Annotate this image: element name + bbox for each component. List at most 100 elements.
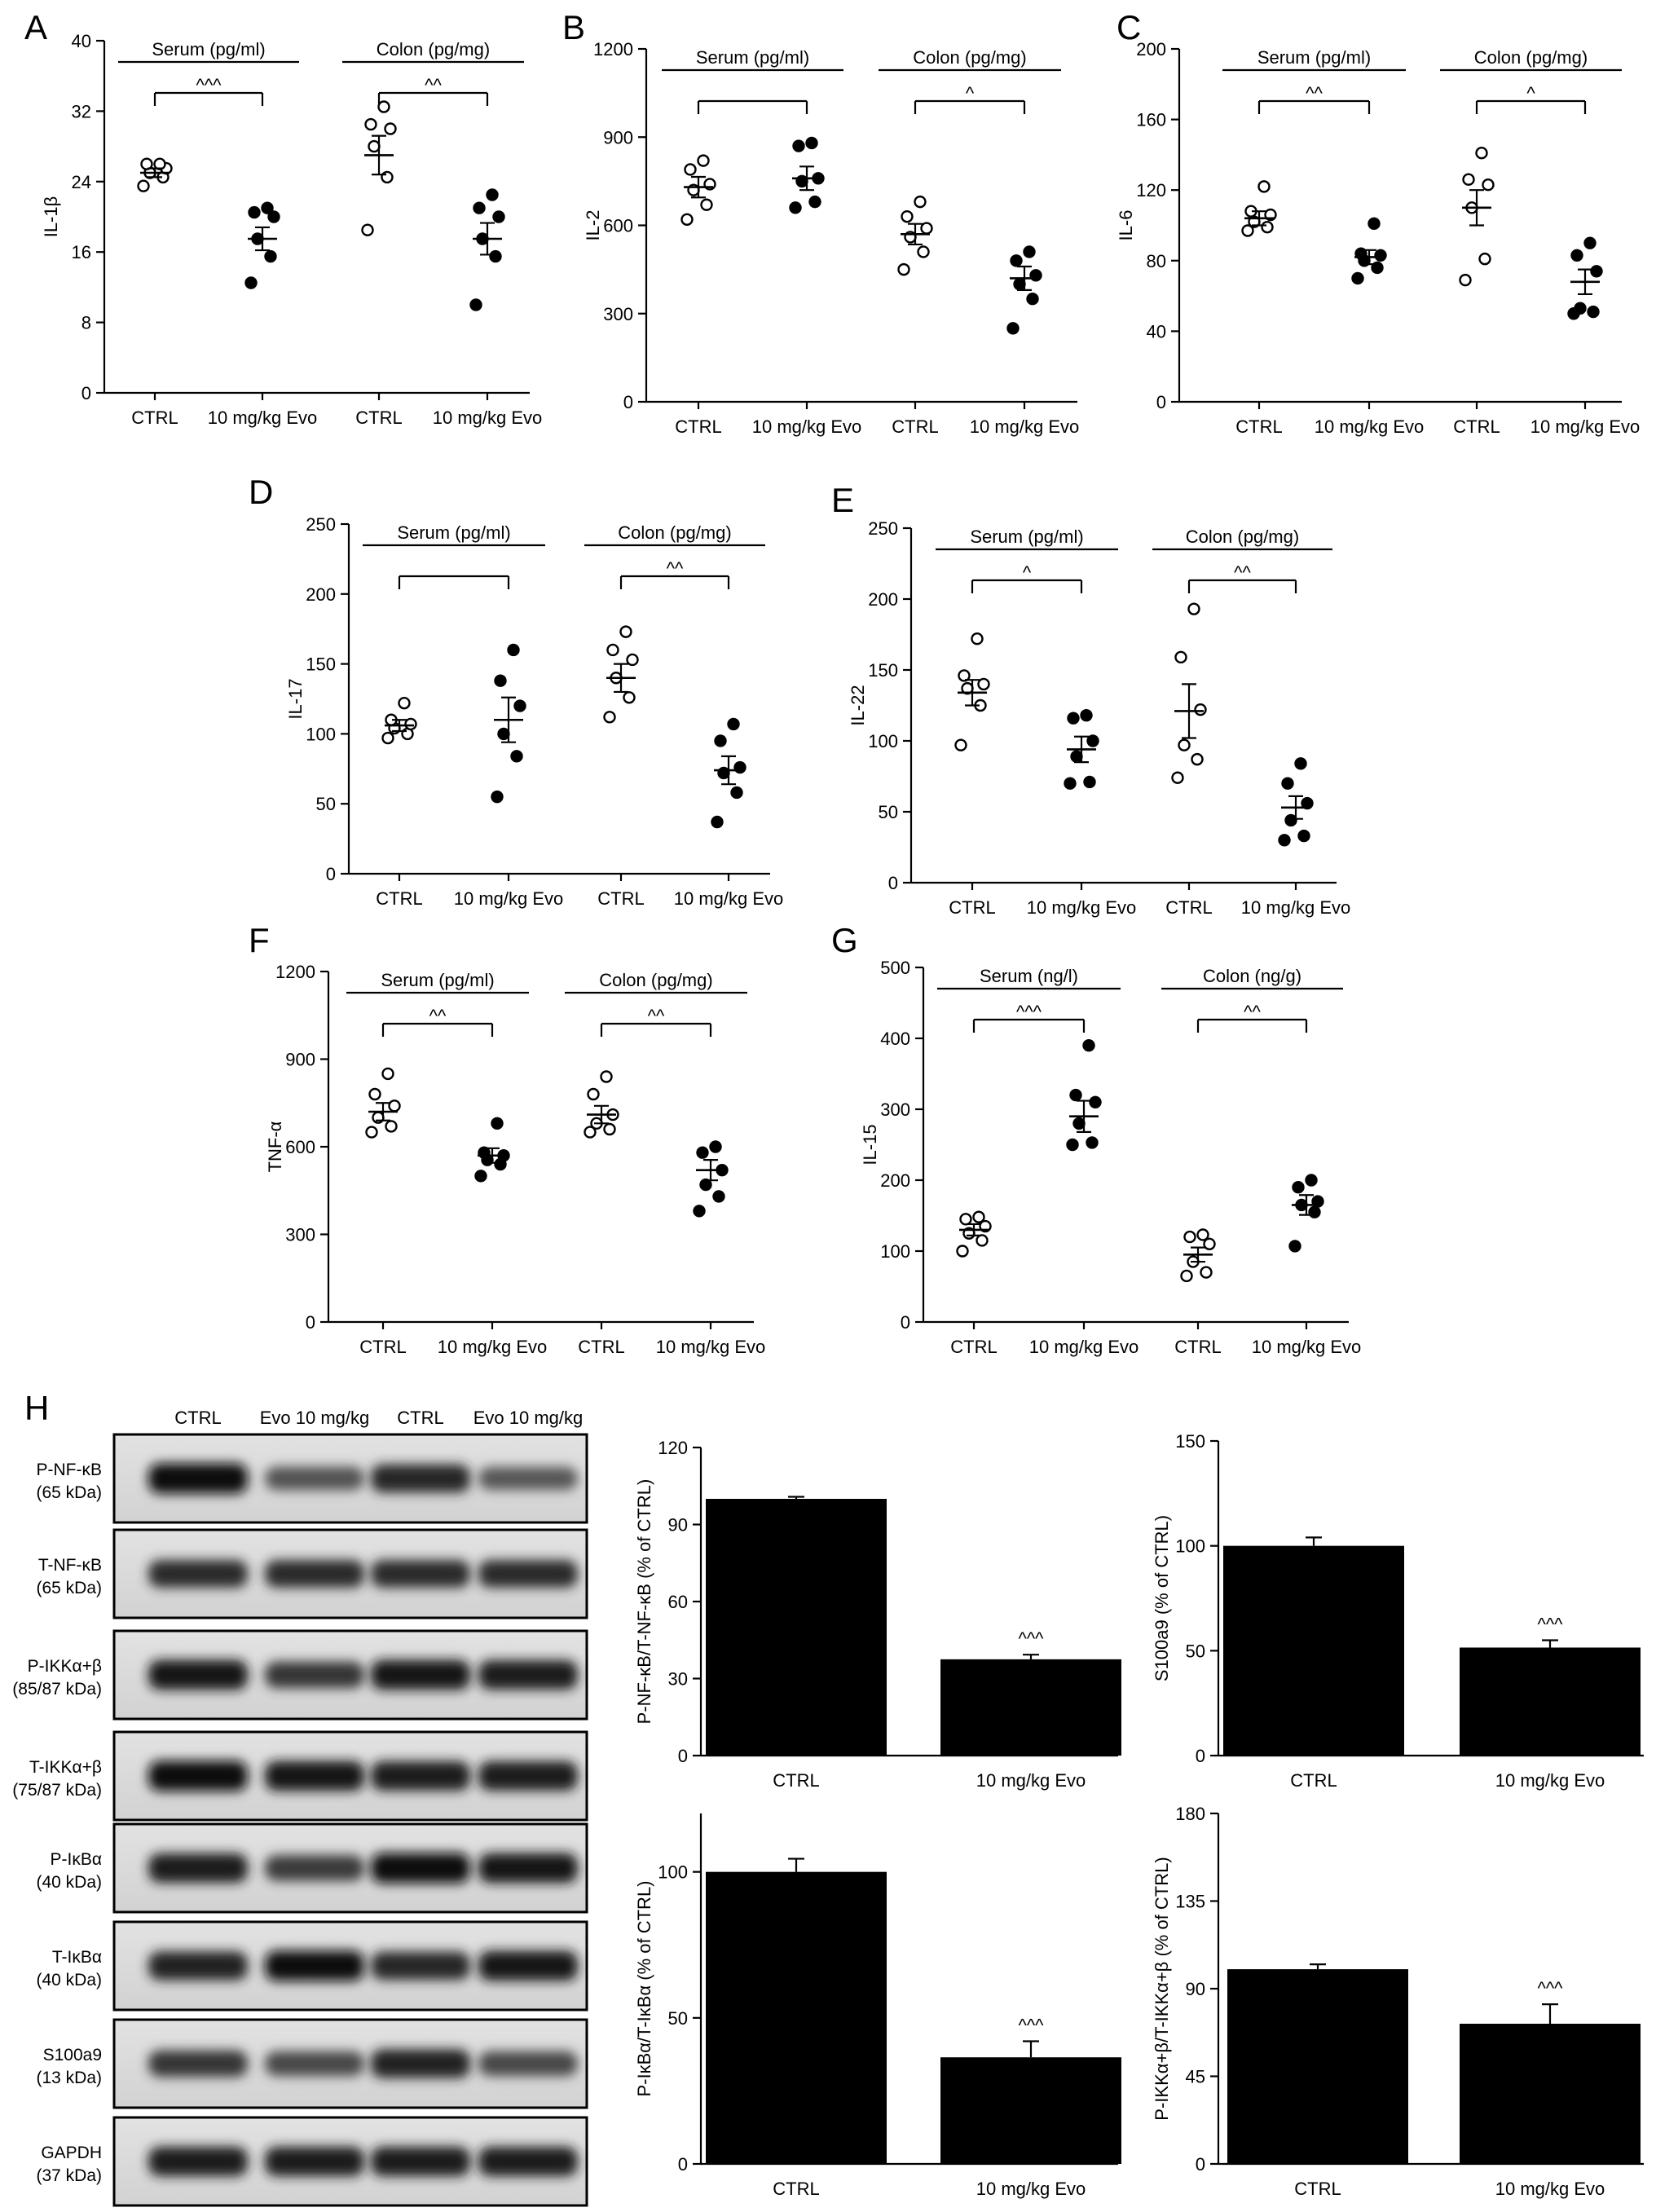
y-tick-label: 24: [72, 172, 91, 192]
data-point: [1178, 738, 1191, 751]
data-point: [1459, 273, 1472, 287]
x-tick-label: CTRL: [773, 1770, 819, 1791]
panel-letter: E: [831, 481, 854, 519]
y-tick-label: 150: [868, 660, 898, 681]
y-tick-label: 0: [901, 1312, 910, 1333]
blot-row: GAPDH (37 kDa): [36, 2116, 588, 2207]
data-point: [1482, 178, 1495, 192]
chart-panel-e: 0 50 100 150 200 250 IL-22 CTRL 10 mg/kg Evo CTRL…: [848, 518, 1350, 918]
y-tick-label: 50: [1186, 1641, 1205, 1661]
data-point: [1297, 829, 1310, 843]
y-tick-label: 30: [668, 1669, 688, 1690]
data-point: [1368, 217, 1381, 231]
y-tick-label: 0: [678, 2154, 688, 2175]
bar: [1227, 1969, 1408, 2164]
y-tick-label: 8: [81, 313, 91, 333]
panel-letter: A: [24, 8, 47, 46]
x-tick-label: CTRL: [949, 897, 995, 918]
blot-row-label: T-NF-κB: [38, 1556, 102, 1575]
x-tick-label: 10 mg/kg Evo: [1495, 2179, 1605, 2199]
data-point: [619, 625, 632, 638]
data-point: [972, 1210, 985, 1223]
data-point: [1587, 305, 1600, 319]
data-point: [897, 262, 910, 276]
data-point: [361, 223, 374, 236]
group-label: Colon (pg/mg): [913, 47, 1026, 68]
y-tick-label: 900: [285, 1050, 315, 1070]
data-point: [404, 717, 417, 731]
significance-marker: ^: [1023, 562, 1032, 583]
data-point: [474, 1170, 487, 1183]
y-tick-label: 60: [668, 1592, 688, 1612]
blot-band: [371, 2049, 470, 2078]
blot-row-kda: (65 kDa): [36, 1483, 102, 1502]
blot-row-kda: (75/87 kDa): [12, 1781, 102, 1800]
x-tick-label: 10 mg/kg Evo: [1495, 1770, 1605, 1791]
data-point: [1191, 752, 1204, 766]
data-point: [699, 1178, 712, 1192]
data-point: [489, 249, 502, 263]
data-point: [626, 653, 639, 667]
blot-band: [148, 1951, 248, 1981]
data-point: [693, 1205, 706, 1218]
blot-column-label: CTRL: [397, 1408, 443, 1428]
y-axis-label: TNF-α: [265, 1121, 285, 1172]
data-point: [140, 157, 153, 170]
data-point: [680, 213, 694, 226]
data-point: [789, 201, 802, 214]
data-point: [901, 209, 914, 223]
data-point: [1590, 265, 1603, 278]
x-tick-label: 10 mg/kg Evo: [1241, 897, 1351, 918]
blot-band: [478, 1761, 578, 1791]
significance-marker: ^^^: [1538, 1978, 1564, 1998]
data-point: [697, 154, 710, 167]
data-point: [1072, 1117, 1086, 1130]
bar: [706, 1871, 887, 2164]
blot-band: [371, 1560, 470, 1588]
panel-letter: F: [249, 921, 270, 959]
blot-row-label: P-IκBα: [51, 1850, 102, 1869]
data-point: [364, 117, 377, 131]
y-tick-label: 90: [1186, 1979, 1205, 1999]
chart-panel-h2: 0 50 100 150 S100a9 (% of CTRL) CTRL 10 mg/kg …: [1152, 1431, 1644, 1791]
data-point: [388, 1099, 401, 1113]
y-tick-label: 40: [1147, 321, 1166, 341]
data-point: [1013, 277, 1026, 291]
blot-band: [265, 1760, 364, 1791]
x-tick-label: CTRL: [1290, 1770, 1337, 1791]
blot-band: [478, 1560, 578, 1588]
y-axis-label: P-NF-κB/T-NF-κB (% of CTRL): [634, 1479, 654, 1725]
chart-panel-c: 0 40 80 120 160 200 IL-6 CTRL 10 mg/kg Evo CTRL 10…: [1116, 39, 1640, 437]
x-tick-label: 10 mg/kg Evo: [208, 408, 318, 428]
y-tick-label: 300: [285, 1225, 315, 1245]
data-point: [584, 1126, 597, 1139]
y-tick-label: 400: [880, 1029, 910, 1049]
bar: [1223, 1545, 1404, 1756]
data-point: [491, 790, 504, 804]
data-point: [1187, 602, 1200, 615]
data-point: [1183, 1230, 1196, 1244]
y-tick-label: 120: [1136, 180, 1166, 200]
x-tick-label: CTRL: [131, 408, 178, 428]
chart-panel-g: 0 100 200 300 400 500 IL-15 CTRL 10 mg/kg Evo CTR…: [860, 958, 1361, 1357]
y-tick-label: 300: [603, 304, 633, 324]
x-tick-label: CTRL: [597, 888, 644, 909]
data-point: [1067, 712, 1080, 725]
blot-row: P-IκBα (40 kDa): [36, 1822, 588, 1914]
significance-marker: ^^: [667, 558, 684, 579]
y-tick-label: 0: [326, 864, 336, 884]
blot-row-kda: (37 kDa): [36, 2166, 102, 2185]
data-point: [1261, 220, 1274, 234]
blot-row-kda: (40 kDa): [36, 1971, 102, 1989]
data-point: [1083, 775, 1096, 789]
data-point: [1086, 1136, 1099, 1149]
blot-row-kda: (85/87 kDa): [12, 1680, 102, 1699]
bar: [706, 1499, 887, 1756]
significance-marker: ^^: [429, 1006, 447, 1026]
blot-band: [371, 1464, 470, 1493]
chart-panel-d: 0 50 100 150 200 250 IL-17 CTRL 10 mg/kg Evo CTRL…: [285, 514, 783, 909]
y-axis-label: P-IKKα+β/T-IKKα+β (% of CTRL): [1152, 1857, 1172, 2120]
group-label: Serum (pg/ml): [970, 527, 1083, 547]
